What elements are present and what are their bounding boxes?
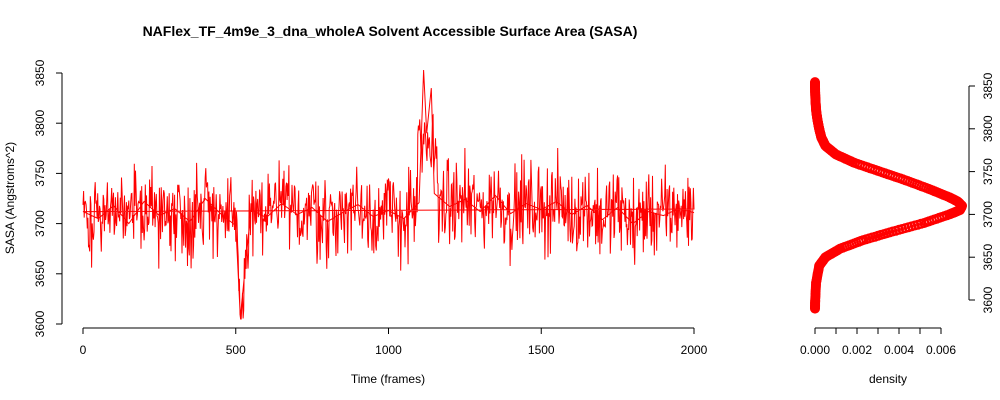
density-y-tick-label: 3800 xyxy=(981,115,995,142)
y-axis-label: SASA (Angstroms^2) xyxy=(3,142,17,254)
density-point xyxy=(810,77,820,88)
density-x-ticks: 0.000 0.002 0.004 0.006 xyxy=(800,328,956,357)
y-ticks: 3600 3650 3700 3750 3800 3850 xyxy=(33,59,62,337)
y-tick-label: 3800 xyxy=(33,110,47,137)
sasa-series-line xyxy=(82,69,695,320)
density-x-tick-label: 0.004 xyxy=(884,343,914,357)
x-tick-label: 500 xyxy=(226,343,246,357)
y-tick-label: 3750 xyxy=(33,160,47,187)
density-x-tick-label: 0.006 xyxy=(926,343,956,357)
density-y-tick-label: 3600 xyxy=(981,286,995,313)
sasa-time-series-plot: 0 500 1000 1500 2000 3600 3650 3700 3750 3800 385… xyxy=(3,59,708,386)
x-tick-label: 1500 xyxy=(528,343,555,357)
density-y-tick-label: 3650 xyxy=(981,244,995,271)
density-y-tick-label: 3750 xyxy=(981,158,995,185)
density-x-tick-label: 0.002 xyxy=(842,343,872,357)
x-axis-label: Time (frames) xyxy=(351,372,425,386)
y-tick-label: 3850 xyxy=(33,59,47,86)
y-tick-label: 3600 xyxy=(33,310,47,337)
density-y-tick-label: 3850 xyxy=(981,72,995,99)
density-plot: 0.000 0.002 0.004 0.006 3600 3650 3700 3750 380… xyxy=(800,72,995,386)
x-tick-label: 2000 xyxy=(681,343,708,357)
density-y-ticks: 3600 3650 3700 3750 3800 3850 xyxy=(969,72,995,313)
y-tick-label: 3650 xyxy=(33,260,47,287)
x-tick-label: 1000 xyxy=(375,343,402,357)
density-x-tick-label: 0.000 xyxy=(800,343,830,357)
chart-title: NAFlex_TF_4m9e_3_dna_wholeA Solvent Acce… xyxy=(143,23,638,39)
x-ticks: 0 500 1000 1500 2000 xyxy=(80,328,708,357)
x-tick-label: 0 xyxy=(80,343,87,357)
density-x-axis-label: density xyxy=(869,372,907,386)
density-y-tick-label: 3700 xyxy=(981,201,995,228)
density-points xyxy=(810,77,967,314)
y-tick-label: 3700 xyxy=(33,210,47,237)
